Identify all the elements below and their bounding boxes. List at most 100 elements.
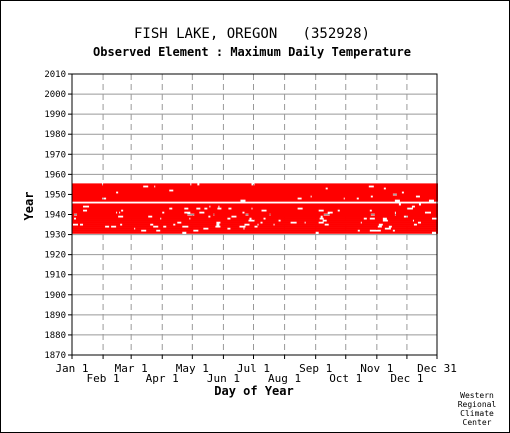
data-segment — [322, 215, 404, 218]
y-axis-label: Year — [22, 192, 36, 221]
y-tick-label: 1870 — [44, 351, 66, 361]
data-segment — [407, 215, 439, 218]
data-segment — [72, 203, 399, 206]
data-segment — [258, 223, 274, 226]
data-segment — [403, 191, 439, 194]
data-segment — [72, 209, 84, 212]
data-segment — [72, 197, 103, 200]
data-segment — [72, 231, 183, 234]
data-segment — [166, 225, 183, 228]
data-segment — [220, 221, 261, 224]
data-segment — [249, 223, 258, 226]
data-segment — [266, 209, 319, 212]
data-segment — [186, 231, 316, 234]
data-segment — [244, 211, 328, 214]
data-segment — [374, 213, 395, 216]
data-segment — [122, 223, 151, 226]
data-segment — [123, 215, 149, 218]
data-segment — [323, 209, 338, 212]
data-segment — [158, 225, 164, 228]
data-segment — [188, 207, 197, 210]
data-segment — [280, 219, 323, 222]
data-segment — [245, 225, 255, 228]
data-segment — [120, 211, 163, 214]
data-segment — [328, 223, 379, 226]
x-axis-label: Day of Year — [214, 384, 293, 398]
y-tick-label: 1980 — [44, 130, 66, 140]
credit-line-4: Center — [463, 418, 492, 427]
data-segment — [106, 197, 298, 200]
data-segment — [380, 229, 393, 232]
data-segment — [72, 183, 103, 186]
data-segment — [394, 229, 439, 232]
data-segment — [361, 221, 418, 224]
data-segment — [390, 227, 439, 230]
data-segment — [373, 185, 439, 188]
data-segment — [318, 231, 432, 234]
data-segment — [358, 197, 439, 200]
y-tick-label: 1990 — [44, 110, 66, 120]
data-segment — [372, 195, 416, 198]
data-segment — [191, 183, 198, 186]
data-segment — [173, 189, 439, 192]
credit-line-3: Climate — [460, 409, 494, 418]
data-segment — [148, 185, 155, 188]
x-tick-label: May 1 — [176, 362, 209, 375]
data-segment — [153, 223, 174, 226]
x-tick-label: Feb 1 — [87, 372, 120, 385]
data-segment — [265, 217, 320, 220]
data-segment — [329, 213, 371, 216]
data-segment — [135, 227, 204, 230]
data-segment — [160, 229, 194, 232]
x-tick-label: Jul 1 — [237, 362, 270, 375]
x-tick-label: Jan 1 — [55, 362, 88, 375]
data-segment — [199, 183, 252, 186]
data-segment — [381, 225, 389, 228]
data-segment — [359, 229, 370, 232]
data-segment — [72, 227, 135, 230]
data-segment — [323, 217, 364, 220]
data-segment — [72, 205, 84, 208]
data-segment — [72, 211, 117, 214]
data-segment — [251, 217, 264, 220]
data-segment — [72, 207, 170, 210]
x-tick-label: Dec 31 — [417, 362, 457, 375]
data-segment — [305, 221, 319, 224]
data-segment — [72, 225, 106, 228]
data-segment — [194, 213, 214, 216]
data-segment — [245, 199, 395, 202]
data-segment — [386, 217, 432, 220]
data-segment — [72, 219, 249, 222]
data-segment — [323, 221, 361, 224]
data-segment — [301, 197, 344, 200]
chart-title: FISH LAKE, OREGON (352928) — [134, 26, 370, 42]
data-segment — [262, 221, 291, 224]
data-segment — [433, 199, 439, 202]
data-segment — [161, 217, 190, 220]
data-segment — [396, 193, 439, 196]
data-segment — [188, 225, 216, 228]
data-segment — [391, 225, 439, 228]
data-segment — [210, 215, 232, 218]
data-segment — [72, 213, 75, 216]
y-tick-label: 1940 — [44, 211, 66, 221]
data-segment — [200, 207, 205, 210]
data-segment — [413, 219, 439, 222]
data-segment — [385, 187, 439, 190]
data-marks — [72, 183, 439, 234]
data-segment — [76, 217, 161, 220]
y-tick-label: 1930 — [44, 231, 66, 241]
data-segment — [231, 207, 252, 210]
x-tick-label: Jun 1 — [207, 372, 240, 385]
data-segment — [123, 209, 262, 212]
data-segment — [87, 209, 122, 212]
data-segment — [387, 219, 413, 222]
data-segment — [371, 209, 439, 212]
data-segment — [230, 227, 244, 230]
data-segment — [72, 217, 75, 220]
data-segment — [83, 223, 121, 226]
data-segment — [437, 217, 439, 220]
data-segment — [219, 205, 412, 208]
data-segment — [208, 227, 228, 230]
